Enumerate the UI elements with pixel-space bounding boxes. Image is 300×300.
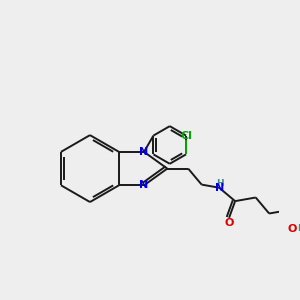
Text: Cl: Cl: [180, 131, 192, 141]
Text: N: N: [140, 180, 149, 190]
Text: O: O: [288, 224, 297, 234]
Text: N: N: [215, 183, 225, 193]
Text: N: N: [140, 147, 149, 157]
Text: O: O: [224, 218, 234, 228]
Text: H: H: [216, 179, 224, 188]
Text: H: H: [297, 224, 300, 233]
